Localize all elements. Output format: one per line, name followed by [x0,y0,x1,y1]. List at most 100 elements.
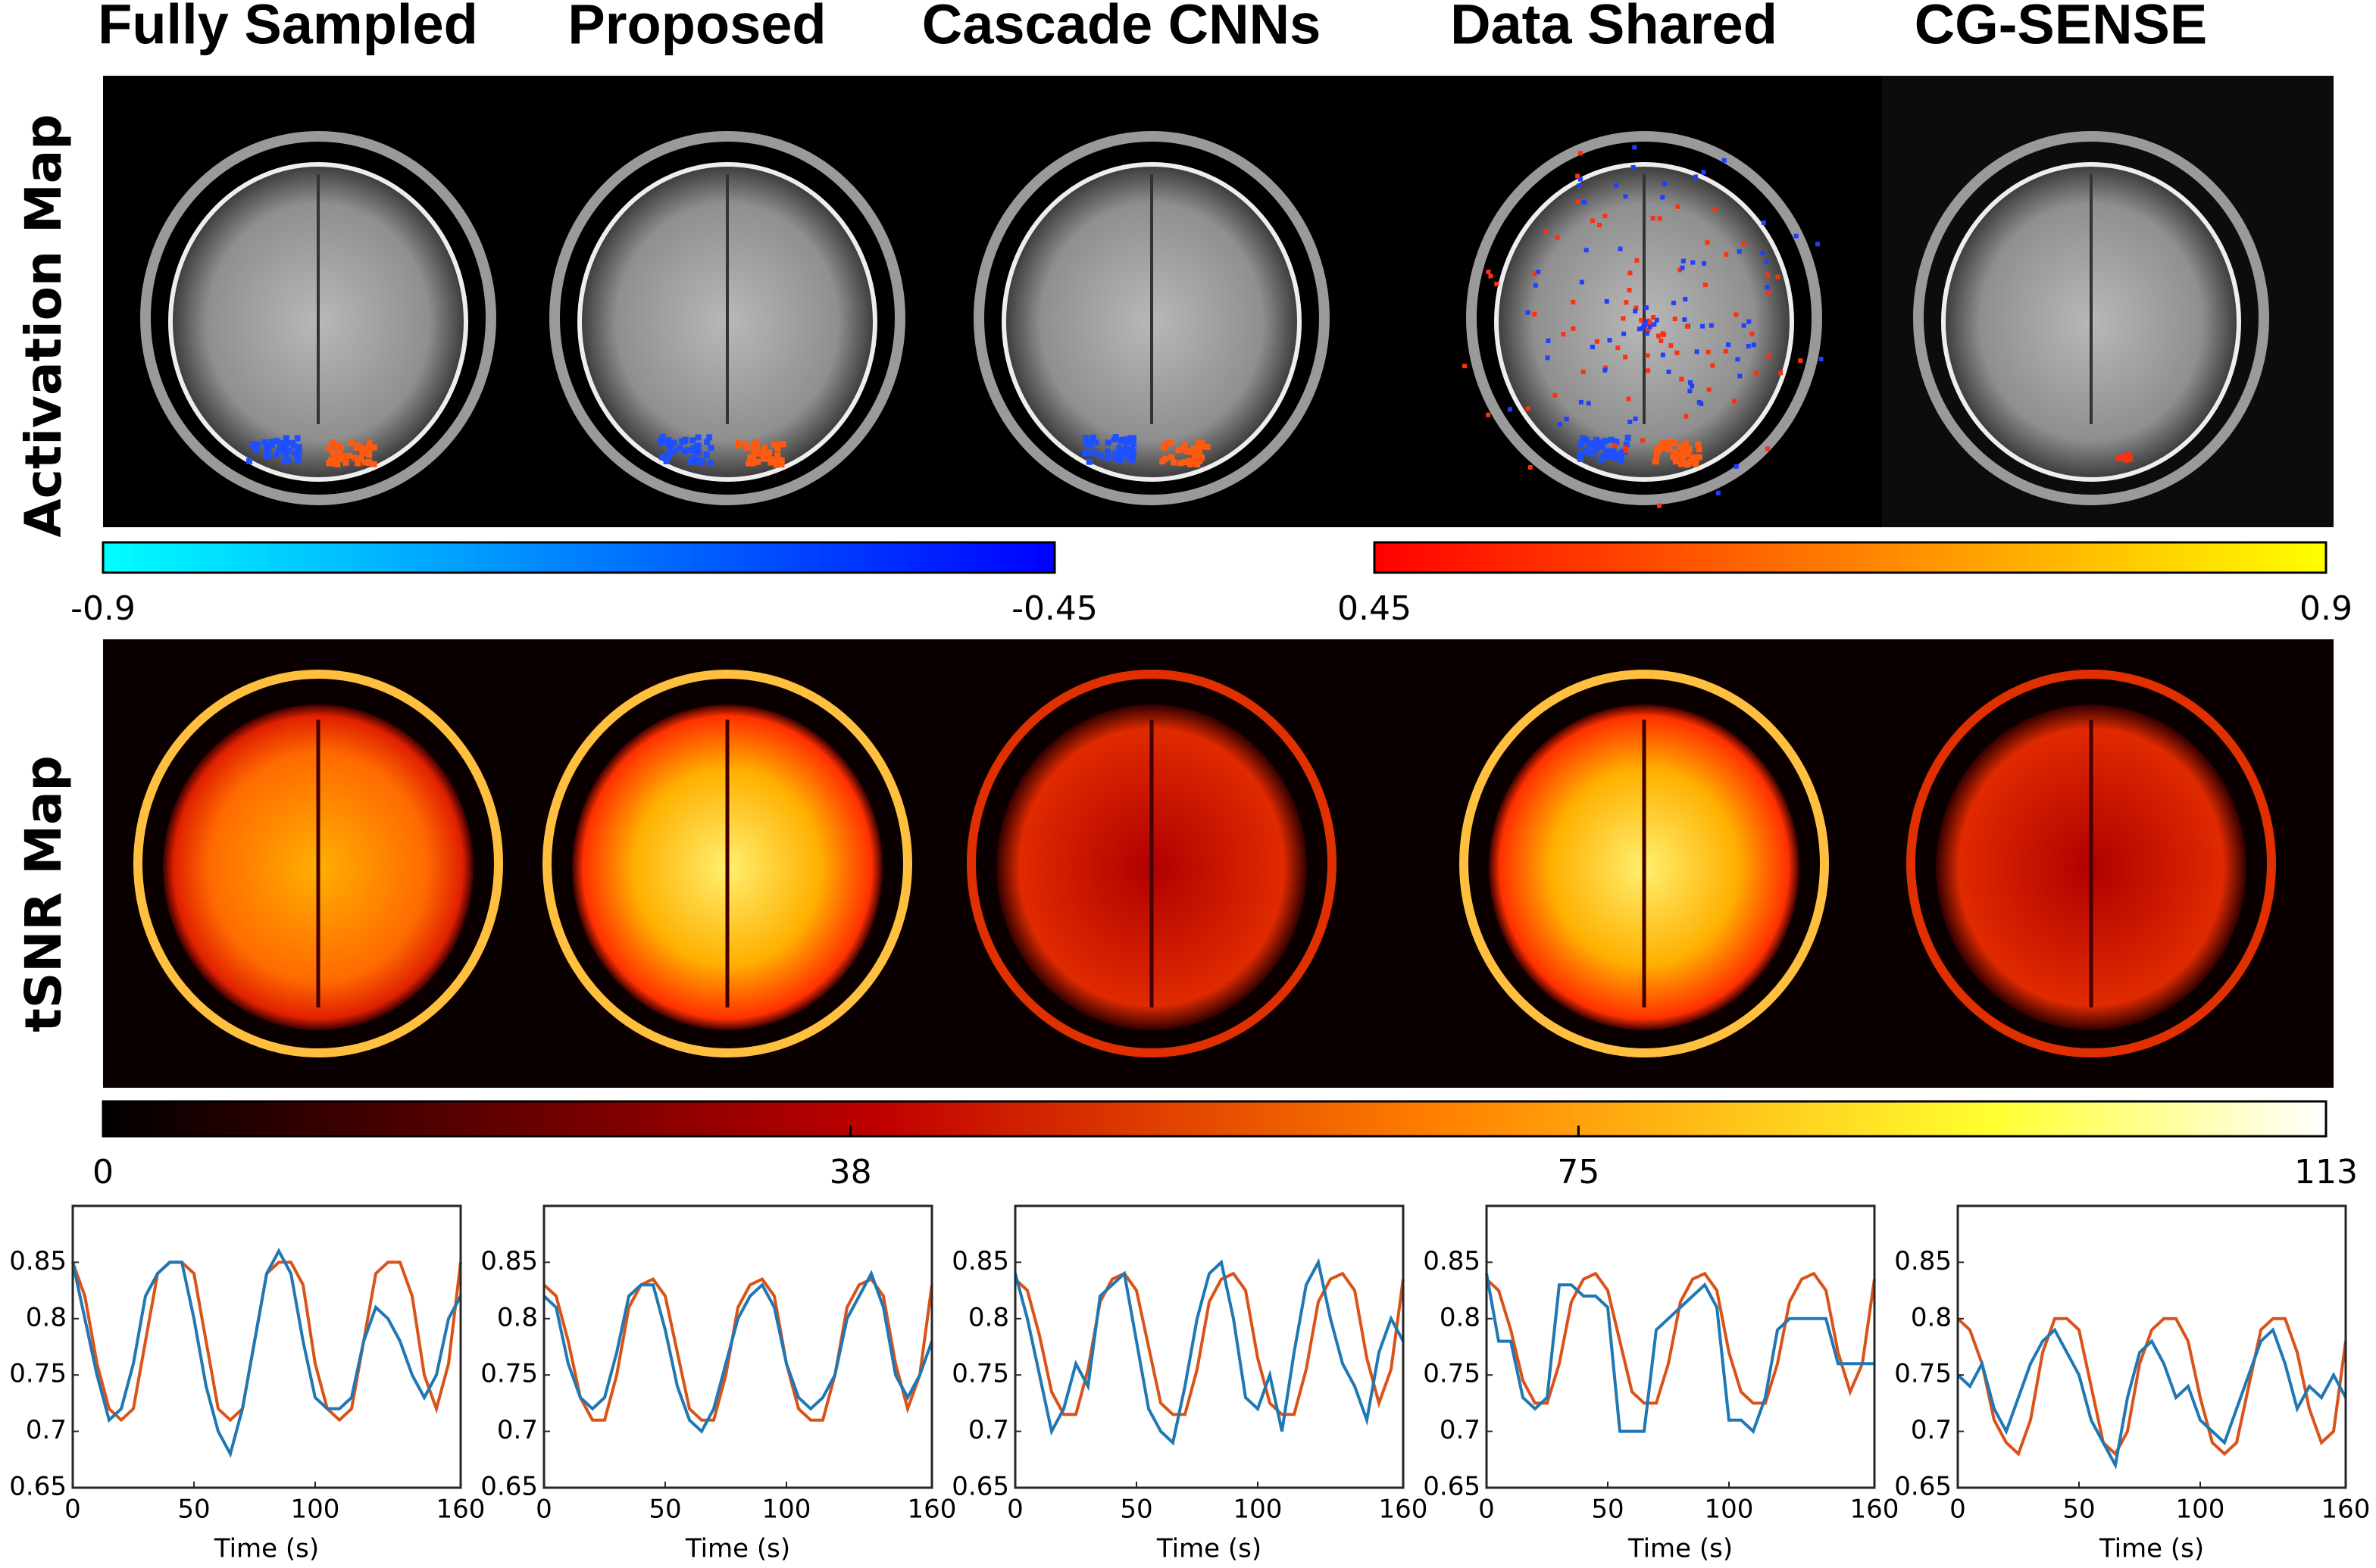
activation-voxel [1617,457,1624,464]
activation-voxel [2116,454,2123,461]
axes-frame [1956,1204,2347,1489]
activation-voxel [690,445,697,451]
activation-voxel [1633,308,1638,314]
activation-voxel [348,439,355,446]
activation-voxel [1647,320,1652,325]
activation-voxel [246,458,253,464]
activation-voxel [761,444,768,451]
activation-voxel [668,445,675,452]
activation-voxel [331,454,338,461]
activation-voxel [663,458,670,464]
activation-voxel [1660,195,1665,200]
activation-voxel [286,448,292,454]
activation-voxel [1666,445,1673,452]
activation-voxel [276,447,283,454]
colorbar [1373,541,2328,574]
activation-voxel [1533,283,1538,288]
activation-voxel [1700,323,1705,329]
activation-voxel [2124,455,2131,462]
y-tick-label: 0.8 [497,1302,538,1332]
activation-voxel [1645,353,1650,358]
activation-voxel [755,458,761,465]
activation-voxel [1557,422,1562,427]
skull-ring [549,131,905,505]
activation-voxel [706,434,713,441]
activation-voxel [346,452,353,459]
activation-voxel [1614,183,1619,188]
activation-voxel [1605,453,1612,460]
activation-voxel [1634,305,1639,311]
activation-voxel [1680,258,1686,264]
activation-voxel [1121,451,1128,458]
activation-voxel [687,458,694,465]
plot-area [1015,1206,1403,1488]
x-tick-label: 100 [762,1495,811,1525]
activation-voxel [1196,446,1202,453]
column-title: Data Shared [1450,0,1777,56]
activation-voxel [1165,440,1171,447]
activation-voxel [1159,458,1166,465]
activation-voxel [1664,442,1671,449]
x-axis-label: Time (s) [214,1534,319,1564]
activation-voxel [1731,398,1737,404]
activation-voxel [365,448,372,454]
activation-voxel [1494,281,1499,286]
activation-voxel [735,442,742,448]
activation-voxel [1577,151,1583,156]
activation-voxel [1104,448,1111,455]
activation-voxel [1608,436,1615,443]
activation-voxel [1462,364,1468,369]
activation-voxel [1815,242,1821,247]
activation-voxel [1682,440,1689,447]
activation-voxel [331,450,338,457]
x-tick-label: 0 [1478,1495,1495,1525]
activation-voxel [750,454,757,461]
activation-voxel [1195,439,1202,446]
activation-voxel [1734,464,1739,469]
x-tick-label: 160 [908,1495,957,1525]
activation-voxel [1546,338,1551,343]
activation-voxel [249,441,256,448]
y-tick-label: 0.8 [1911,1302,1952,1332]
activation-voxel [1675,204,1680,209]
activation-voxel [1621,331,1627,336]
activation-voxel [1653,452,1660,459]
activation-voxel [1737,373,1743,379]
activation-voxel [1677,453,1684,460]
activation-voxel [752,443,759,450]
activation-voxel [1668,343,1674,348]
colorbar-tick-label: 75 [1557,1153,1599,1192]
activation-voxel [360,445,367,452]
y-tick-label: 0.75 [9,1359,67,1389]
axes-frame [1014,1204,1405,1489]
y-tick-label: 0.7 [1911,1415,1952,1445]
activation-voxel [1765,272,1770,277]
axes-frame [1485,1204,1876,1489]
activation-voxel [764,455,771,462]
activation-voxel [1662,181,1667,186]
activation-voxel [1679,376,1684,382]
activation-voxel [1612,454,1618,461]
activation-voxel [1632,145,1637,150]
activation-voxel [342,453,349,460]
activation-voxel [1084,450,1091,457]
activation-voxel [671,439,677,446]
activation-voxel [1086,458,1093,465]
colorbar-tick-label: 0.45 [1337,589,1412,628]
activation-voxel [342,459,349,466]
activation-voxel [778,461,785,468]
activation-voxel [1701,170,1706,175]
activation-voxel [1610,448,1617,454]
y-tick-label: 0.65 [1423,1472,1480,1502]
activation-voxel [1690,383,1695,389]
activation-voxel [1623,355,1628,360]
activation-voxel [766,449,773,456]
x-tick-label: 0 [1949,1495,1966,1525]
axes-frame [71,1204,462,1489]
activation-voxel [1712,206,1718,211]
activation-voxel [1161,444,1168,451]
activation-voxel [1696,446,1702,453]
activation-voxel [266,452,273,459]
activation-voxel [1082,435,1089,442]
x-tick-label: 100 [2176,1495,2225,1525]
